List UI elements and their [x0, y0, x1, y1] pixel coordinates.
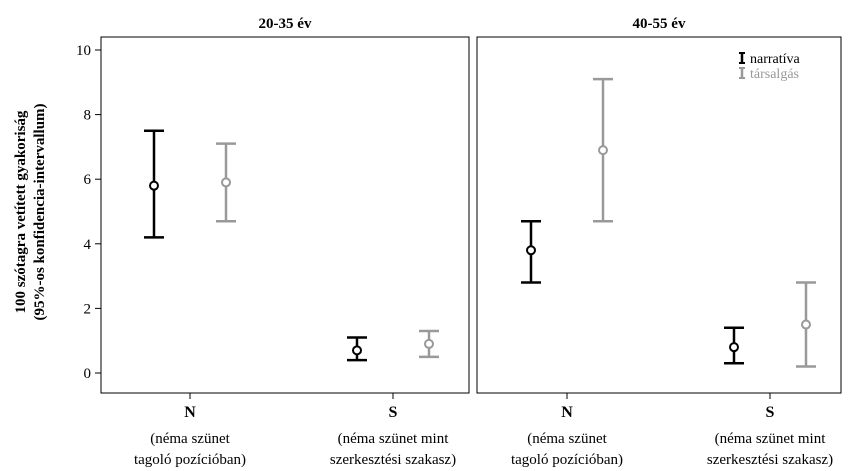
x-category-description: szerkesztési szakasz) — [707, 452, 833, 468]
mean-point — [149, 180, 159, 191]
mean-point — [352, 345, 362, 356]
x-category-description: (néma szünet — [150, 431, 230, 447]
x-category-description: (néma szünet mint — [338, 431, 450, 447]
mean-point — [526, 245, 536, 256]
mean-point — [424, 338, 434, 349]
legend-label: narratíva — [750, 52, 801, 67]
y-tick-label: 6 — [84, 172, 92, 188]
y-tick-label: 2 — [84, 301, 92, 317]
y-axis-title: 100 szótagra vetített gyakoriság (95%-os … — [13, 103, 48, 320]
panels: 20-35 év N (néma szünet tagoló pozícióban) S… — [100, 16, 842, 468]
panel: 20-35 év N (néma szünet tagoló pozícióban) S… — [100, 16, 470, 468]
y-axis: 0 2 4 6 8 10 — [76, 43, 101, 382]
error-bar — [347, 336, 367, 362]
mean-point — [729, 342, 739, 353]
x-category-description: tagoló pozícióban) — [511, 452, 623, 468]
y-tick-label: 0 — [84, 366, 92, 382]
error-bar — [593, 77, 613, 223]
mean-point — [221, 177, 231, 188]
panel-frame — [100, 36, 470, 394]
x-category-description: szerkesztési szakasz) — [330, 452, 456, 468]
x-category-description: tagoló pozícióban) — [134, 452, 246, 468]
x-category-code: N — [561, 404, 573, 421]
x-category-code: N — [184, 404, 196, 421]
panel-title: 40-55 év — [633, 16, 686, 32]
x-category-code: S — [766, 404, 775, 421]
panel-title: 20-35 év — [259, 16, 312, 32]
error-bar — [724, 326, 744, 365]
mean-point — [801, 319, 811, 330]
error-bar — [419, 329, 439, 359]
x-category-description: (néma szünet — [527, 431, 607, 447]
panel-frame — [476, 36, 842, 394]
error-bar — [521, 219, 541, 284]
x-category-description: (néma szünet mint — [715, 431, 827, 447]
error-bar — [216, 142, 236, 223]
legend-item: narratíva — [739, 52, 801, 67]
legend-item: társalgás — [739, 67, 799, 82]
mean-point — [598, 145, 608, 156]
panel: 40-55 év N (néma szünet tagoló pozícióban) S… — [476, 16, 842, 468]
y-tick-label: 10 — [76, 43, 91, 59]
error-bar — [144, 129, 164, 239]
y-tick-label: 4 — [84, 237, 92, 253]
x-category-code: S — [389, 404, 398, 421]
y-axis-title-line: (95%-os konfidencia-intervallum) — [32, 103, 48, 320]
error-bar — [796, 281, 816, 368]
y-axis-label: 100 szótagra vetített gyakoriság (95%-os … — [13, 103, 48, 320]
y-tick-label: 8 — [84, 108, 92, 124]
y-axis-title-line: 100 szótagra vetített gyakoriság — [13, 110, 29, 313]
legend-label: társalgás — [750, 67, 799, 82]
